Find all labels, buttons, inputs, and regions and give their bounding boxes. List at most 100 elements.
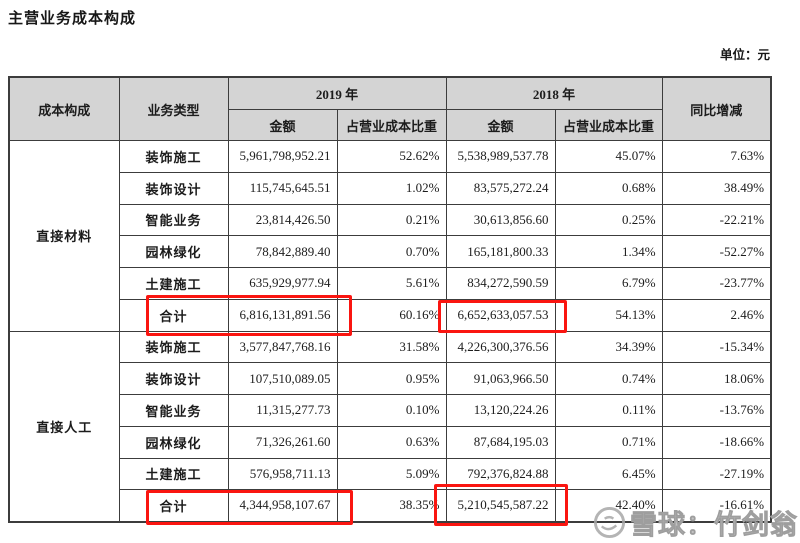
business-type-cell: 园林绿化 [118, 235, 229, 268]
table-row: 园林绿化 71,326,261.60 0.63% 87,684,195.03 0… [9, 425, 772, 459]
yoy-cell: -13.76% [661, 394, 772, 427]
ratio-2018-cell: 0.74% [554, 362, 663, 395]
amount-2018-cell: 165,181,800.33 [445, 235, 556, 268]
amount-2019-cell: 576,958,711.13 [227, 457, 338, 491]
ratio-2018-cell: 54.13% [554, 298, 663, 332]
yoy-cell: -18.66% [661, 425, 772, 459]
amount-2019-cell: 78,842,889.40 [227, 235, 338, 268]
column-header-ratio-2019: 占营业成本比重 [336, 109, 447, 141]
table-row: 装饰设计 115,745,645.51 1.02% 83,575,272.24 … [9, 171, 772, 205]
table-row: 土建施工 576,958,711.13 5.09% 792,376,824.88… [9, 457, 772, 491]
table-row-total: 合计 4,344,958,107.67 38.35% 5,210,545,587… [9, 489, 772, 522]
amount-2018-cell: 5,538,989,537.78 [445, 140, 556, 173]
amount-2018-cell: 6,652,633,057.53 [445, 298, 556, 332]
cost-composition-table-container: 成本构成 业务类型 2019 年 2018 年 同比增减 金额 占营业成本比重 … [8, 76, 773, 523]
amount-2018-cell: 30,613,856.60 [445, 203, 556, 237]
yoy-cell: -15.34% [661, 330, 772, 364]
table-row: 土建施工 635,929,977.94 5.61% 834,272,590.59… [9, 267, 772, 300]
ratio-2019-cell: 31.58% [336, 330, 447, 364]
yoy-cell: -22.21% [661, 203, 772, 237]
total-label-cell: 合计 [118, 298, 229, 332]
page-title: 主营业务成本构成 [8, 11, 137, 27]
unit-label: 单位：元 [719, 48, 770, 62]
table-row: 智能业务 11,315,277.73 0.10% 13,120,224.26 0… [9, 394, 772, 427]
yoy-cell: 38.49% [661, 171, 772, 205]
column-header-business-type: 业务类型 [118, 76, 229, 141]
ratio-2019-cell: 60.16% [336, 298, 447, 332]
business-type-cell: 装饰设计 [118, 171, 229, 205]
yoy-cell: 18.06% [661, 362, 772, 395]
amount-2019-cell: 107,510,089.05 [227, 362, 338, 395]
ratio-2019-cell: 0.21% [336, 203, 447, 237]
amount-2019-cell: 5,961,798,952.21 [227, 140, 338, 173]
ratio-2019-cell: 38.35% [336, 489, 447, 522]
business-type-cell: 土建施工 [118, 267, 229, 300]
yoy-cell: -23.77% [661, 267, 772, 300]
ratio-2018-cell: 6.79% [554, 267, 663, 300]
table-row: 直接材料 装饰施工 5,961,798,952.21 52.62% 5,538,… [8, 140, 772, 332]
column-header-yoy-change: 同比增减 [661, 76, 772, 141]
ratio-2018-cell: 0.11% [554, 394, 663, 427]
ratio-2019-cell: 0.95% [336, 362, 447, 395]
business-type-cell: 装饰施工 [118, 330, 229, 364]
amount-2018-cell: 83,575,272.24 [445, 171, 556, 205]
table-row: 智能业务 23,814,426.50 0.21% 30,613,856.60 0… [9, 203, 772, 237]
amount-2018-cell: 87,684,195.03 [445, 425, 556, 459]
column-header-cost-composition: 成本构成 [8, 76, 120, 141]
yoy-cell: -27.19% [661, 457, 772, 491]
ratio-2018-cell: 0.71% [554, 425, 663, 459]
amount-2019-cell: 23,814,426.50 [227, 203, 338, 237]
amount-2018-cell: 792,376,824.88 [445, 457, 556, 491]
ratio-2019-cell: 0.63% [336, 425, 447, 459]
column-header-amount-2019: 金额 [227, 109, 338, 141]
table-row: 直接人工 装饰施工 3,577,847,768.16 31.58% 4,226,… [8, 330, 772, 522]
amount-2018-cell: 13,120,224.26 [445, 394, 556, 427]
ratio-2019-cell: 52.62% [336, 140, 447, 173]
yoy-cell: 7.63% [661, 140, 772, 173]
ratio-2019-cell: 0.70% [336, 235, 447, 268]
yoy-cell: 2.46% [661, 298, 772, 332]
header-row-subcolumns: 金额 占营业成本比重 金额 占营业成本比重 [9, 109, 771, 141]
amount-2019-cell: 11,315,277.73 [227, 394, 338, 427]
ratio-2019-cell: 5.61% [336, 267, 447, 300]
business-type-cell: 土建施工 [118, 457, 229, 491]
business-type-cell: 智能业务 [118, 203, 229, 237]
ratio-2018-cell: 6.45% [554, 457, 663, 491]
business-type-cell: 智能业务 [118, 394, 229, 427]
yoy-cell: -16.61% [661, 489, 772, 522]
amount-2019-cell: 635,929,977.94 [227, 267, 338, 300]
ratio-2018-cell: 45.07% [554, 140, 663, 173]
table-row-total: 合计 6,816,131,891.56 60.16% 6,652,633,057… [9, 298, 772, 332]
column-header-amount-2018: 金额 [445, 109, 556, 141]
header-row-years: 成本构成 业务类型 2019 年 2018 年 同比增减 [8, 76, 772, 141]
ratio-2018-cell: 0.25% [554, 203, 663, 237]
business-type-cell: 园林绿化 [118, 425, 229, 459]
yoy-cell: -52.27% [661, 235, 772, 268]
amount-2019-cell: 4,344,958,107.67 [227, 489, 338, 522]
section-label-direct-labor: 直接人工 [8, 330, 120, 522]
table-row: 装饰设计 107,510,089.05 0.95% 91,063,966.50 … [9, 362, 772, 395]
ratio-2018-cell: 0.68% [554, 171, 663, 205]
amount-2019-cell: 6,816,131,891.56 [227, 298, 338, 332]
ratio-2019-cell: 0.10% [336, 394, 447, 427]
column-header-year-2019: 2019 年 [227, 76, 447, 110]
ratio-2018-cell: 34.39% [554, 330, 663, 364]
amount-2018-cell: 91,063,966.50 [445, 362, 556, 395]
ratio-2019-cell: 1.02% [336, 171, 447, 205]
total-label-cell: 合计 [118, 489, 229, 522]
column-header-year-2018: 2018 年 [445, 76, 663, 110]
ratio-2018-cell: 1.34% [554, 235, 663, 268]
section-label-direct-materials: 直接材料 [8, 140, 120, 332]
cost-composition-table: 成本构成 业务类型 2019 年 2018 年 同比增减 金额 占营业成本比重 … [8, 76, 773, 523]
ratio-2018-cell: 42.40% [554, 489, 663, 522]
business-type-cell: 装饰施工 [118, 140, 229, 173]
amount-2018-cell: 4,226,300,376.56 [445, 330, 556, 364]
amount-2019-cell: 71,326,261.60 [227, 425, 338, 459]
amount-2018-cell: 834,272,590.59 [445, 267, 556, 300]
amount-2019-cell: 115,745,645.51 [227, 171, 338, 205]
ratio-2019-cell: 5.09% [336, 457, 447, 491]
column-header-ratio-2018: 占营业成本比重 [554, 109, 663, 141]
business-type-cell: 装饰设计 [118, 362, 229, 395]
amount-2019-cell: 3,577,847,768.16 [227, 330, 338, 364]
table-row: 园林绿化 78,842,889.40 0.70% 165,181,800.33 … [9, 235, 772, 268]
